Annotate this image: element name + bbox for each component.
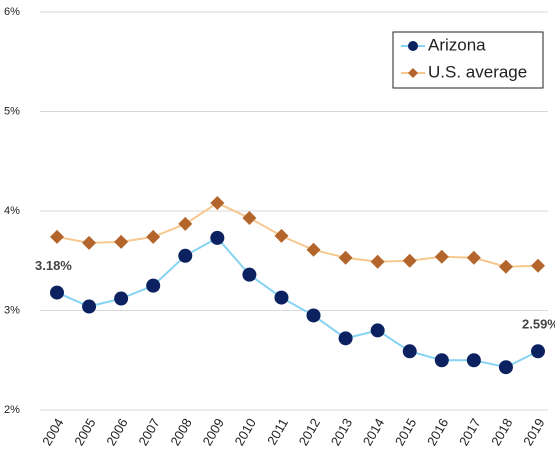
marker — [370, 254, 385, 269]
x-tick-label: 2013 — [328, 416, 355, 449]
marker — [434, 249, 449, 264]
x-tick-label: 2010 — [232, 416, 259, 449]
x-tick-label: 2015 — [392, 416, 419, 449]
marker — [178, 248, 193, 263]
marker — [242, 267, 257, 282]
x-tick-label: 2005 — [71, 416, 98, 449]
marker — [82, 235, 97, 250]
x-tick-label: 2006 — [103, 416, 130, 449]
marker — [466, 353, 481, 368]
x-tick-label: 2019 — [520, 416, 547, 449]
marker — [306, 308, 321, 323]
x-tick-label: 2012 — [296, 416, 323, 449]
marker — [178, 216, 193, 231]
marker — [146, 278, 161, 293]
marker — [466, 250, 481, 265]
marker — [242, 210, 257, 225]
marker — [306, 242, 321, 257]
x-tick-label: 2014 — [360, 416, 387, 449]
marker — [50, 229, 64, 244]
marker — [402, 344, 417, 359]
marker — [498, 259, 513, 274]
marker — [146, 229, 161, 244]
legend-marker — [408, 41, 418, 51]
marker — [402, 253, 417, 268]
y-tick-label: 4% — [4, 205, 20, 217]
y-tick-label: 3% — [4, 304, 20, 316]
marker — [210, 196, 225, 211]
legend-label: Arizona — [428, 35, 486, 54]
marker — [274, 228, 289, 243]
series-line — [56, 236, 539, 369]
marker — [274, 290, 289, 305]
marker — [338, 250, 353, 265]
legend-label: U.S. average — [428, 62, 527, 81]
x-tick-label: 2007 — [135, 416, 162, 449]
marker — [498, 360, 513, 375]
x-tick-label: 2016 — [424, 416, 451, 449]
marker — [531, 344, 545, 359]
marker — [114, 291, 129, 306]
series-line — [56, 201, 539, 268]
data-label: 3.18% — [35, 258, 72, 273]
data-label: 2.59% — [522, 317, 555, 332]
marker — [114, 234, 129, 249]
y-tick-label: 2% — [4, 404, 20, 416]
y-tick-label: 5% — [4, 105, 20, 117]
marker — [338, 331, 353, 346]
marker — [370, 323, 385, 338]
marker — [434, 353, 449, 368]
marker — [82, 299, 97, 314]
marker — [531, 258, 545, 273]
x-tick-label: 2011 — [264, 416, 291, 448]
x-tick-label: 2008 — [167, 416, 194, 449]
marker — [210, 230, 225, 245]
y-tick-label: 6% — [4, 6, 20, 18]
x-tick-label: 2004 — [39, 416, 66, 449]
legend-marker — [408, 68, 418, 78]
marker — [50, 285, 64, 300]
x-tick-label: 2009 — [199, 416, 226, 449]
x-tick-label: 2018 — [488, 416, 515, 449]
legend-box — [392, 31, 544, 89]
x-tick-label: 2017 — [456, 416, 483, 449]
